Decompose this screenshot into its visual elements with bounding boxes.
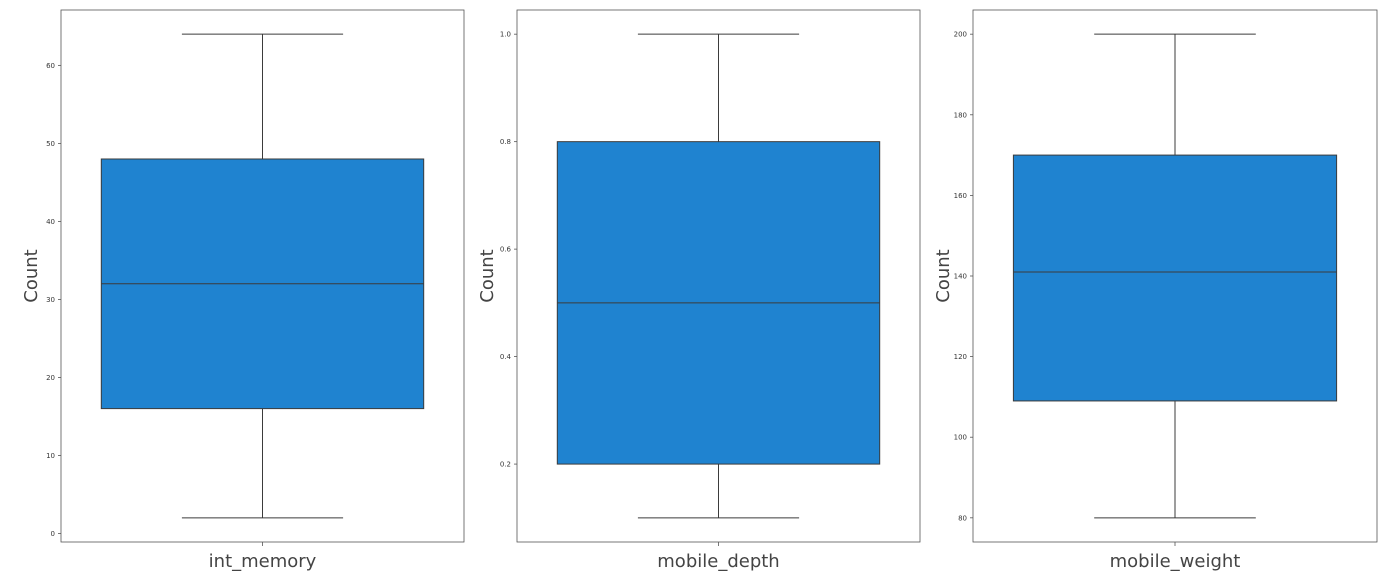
y-tick-label: 10: [46, 452, 55, 460]
y-axis-label: Count: [21, 249, 42, 302]
y-tick-label: 0.8: [500, 138, 511, 146]
y-tick-label: 120: [954, 353, 967, 361]
y-tick-label: 40: [46, 218, 55, 226]
y-tick-label: 0.4: [500, 353, 512, 361]
y-tick-label: 0.6: [500, 246, 512, 254]
subplot-int-memory: 0 10 20 30 40 50 60 int_memory Count: [21, 9, 465, 572]
y-axis-label: Count: [933, 249, 954, 302]
y-axis-label: Count: [477, 249, 498, 302]
y-tick-label: 1.0: [500, 31, 511, 39]
y-tick-label: 50: [46, 140, 55, 148]
subplot-mobile-depth: 0.2 0.4 0.6 0.8 1.0 mobile_depth Count: [477, 9, 921, 572]
x-axis-label: mobile_weight: [1110, 551, 1241, 572]
x-axis-label: int_memory: [209, 551, 317, 572]
y-tick-label: 200: [954, 31, 967, 39]
y-tick-label: 0.2: [500, 461, 511, 469]
y-tick-label: 60: [46, 62, 55, 70]
y-tick-label: 100: [954, 434, 967, 442]
y-tick-label: 180: [954, 111, 967, 119]
y-tick-label: 140: [954, 273, 967, 281]
y-tick-label: 0: [51, 530, 55, 538]
y-tick-label: 30: [46, 296, 55, 304]
y-tick-label: 160: [954, 192, 967, 200]
y-tick-label: 80: [958, 514, 967, 522]
subplot-mobile-weight: 80 100 120 140 160 180 200 mobile_weight Count: [933, 9, 1378, 572]
y-tick-label: 20: [46, 374, 55, 382]
x-axis-label: mobile_depth: [657, 551, 779, 572]
iqr-box: [1012, 154, 1338, 402]
